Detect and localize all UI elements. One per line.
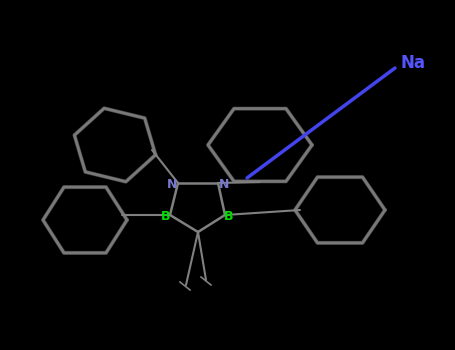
Text: N: N <box>219 178 229 191</box>
Text: B: B <box>161 210 171 223</box>
Text: Na: Na <box>400 54 425 72</box>
Text: N: N <box>167 178 177 191</box>
Text: B: B <box>224 210 234 223</box>
